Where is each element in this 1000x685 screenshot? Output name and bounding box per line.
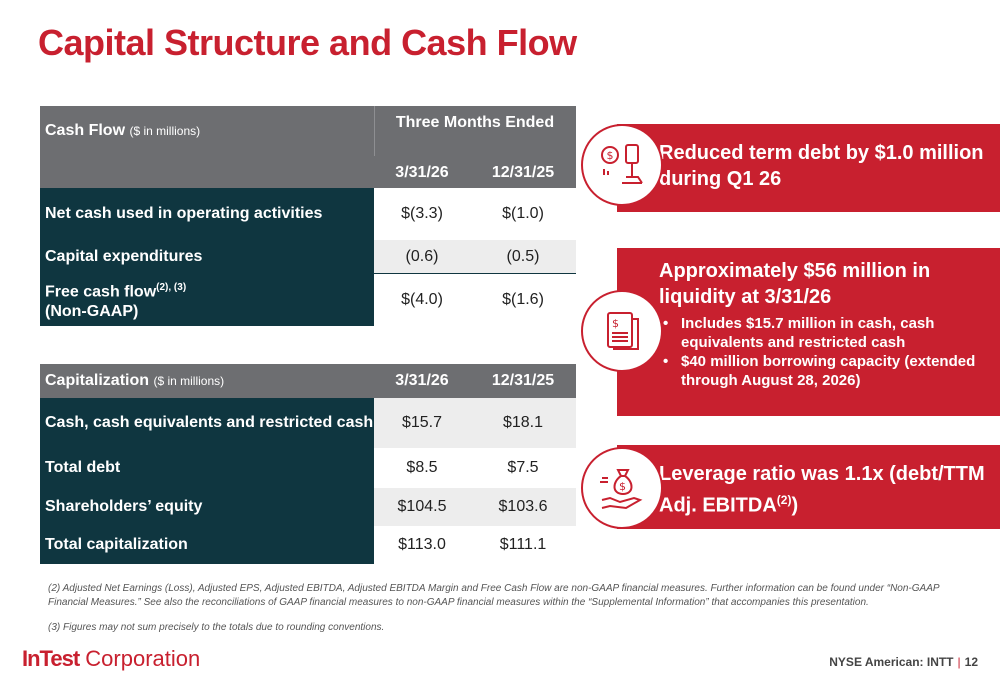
row-label: Total debt — [40, 448, 374, 488]
page-title: Capital Structure and Cash Flow — [38, 22, 577, 63]
capitalization-table: Capitalization ($ in millions) 3/31/26 1… — [40, 364, 576, 564]
row-label: Free cash flow(2), (3) (Non-GAAP) — [40, 274, 374, 326]
table-row: Shareholders’ equity $104.5 $103.6 — [40, 488, 576, 526]
hand-money-bag-icon: $ — [581, 447, 663, 529]
callout-debt-reduction: Reduced term debt by $1.0 million during… — [617, 124, 1000, 212]
capitalization-label: Capitalization — [45, 372, 150, 389]
row-value: $(4.0) — [374, 274, 470, 326]
row-value: $104.5 — [374, 488, 470, 526]
cash-flow-unit: ($ in millions) — [129, 124, 201, 138]
row-value: $103.6 — [470, 488, 576, 526]
col-header-q1: 3/31/26 — [395, 164, 449, 181]
svg-text:$: $ — [612, 317, 619, 330]
fcf-label-sub: (Non-GAAP) — [45, 303, 139, 321]
row-value: (0.5) — [470, 240, 576, 273]
row-label: Total capitalization — [40, 526, 374, 564]
row-value: $15.7 — [374, 398, 470, 448]
liquidity-bullets: Includes $15.7 million in cash, cash equ… — [659, 314, 986, 390]
footnote-3: (3) Figures may not sum precisely to the… — [48, 622, 385, 633]
row-value: $(1.6) — [470, 274, 576, 326]
row-value: $(1.0) — [470, 188, 576, 240]
cash-flow-table: Cash Flow ($ in millions) Three Months E… — [40, 106, 576, 326]
row-label: Capital expenditures — [40, 240, 374, 273]
header-divider — [374, 106, 375, 156]
callout-head: Leverage ratio was 1.1x (debt/TTM Adj. E… — [659, 463, 985, 517]
row-value: $7.5 — [470, 448, 576, 488]
table-row: Net cash used in operating activities $(… — [40, 188, 576, 240]
capitalization-unit: ($ in millions) — [153, 374, 225, 388]
callout-leverage: Leverage ratio was 1.1x (debt/TTM Adj. E… — [617, 445, 1000, 529]
leverage-footnote-ref: (2) — [776, 493, 792, 507]
callout-liquidity: Approximately $56 million in liquidity a… — [617, 248, 1000, 416]
page-number: 12 — [964, 655, 978, 669]
fcf-label: Free cash flow — [45, 283, 157, 301]
col-header-q4: 12/31/25 — [491, 164, 555, 181]
leverage-tail: ) — [791, 494, 799, 517]
page-footer: NYSE American: INTT | 12 — [829, 655, 978, 669]
table-row: Cash, cash equivalents and restricted ca… — [40, 398, 576, 448]
ticker: NYSE American: INTT — [829, 655, 954, 669]
table-row: Free cash flow(2), (3) (Non-GAAP) $(4.0)… — [40, 274, 576, 326]
debt-reduction-icon: $ — [581, 124, 663, 206]
cash-flow-label: Cash Flow — [45, 122, 126, 139]
row-value: $(3.3) — [374, 188, 470, 240]
divider: | — [957, 655, 961, 669]
row-label: Cash, cash equivalents and restricted ca… — [40, 398, 374, 448]
svg-text:$: $ — [607, 149, 614, 162]
cash-flow-header: Cash Flow ($ in millions) Three Months E… — [40, 106, 576, 188]
logo-rest: Corporation — [79, 646, 201, 671]
period-header: Three Months Ended — [395, 114, 555, 131]
table-row: Total capitalization $113.0 $111.1 — [40, 526, 576, 564]
table-row: Total debt $8.5 $7.5 — [40, 448, 576, 488]
logo-bold: InTest — [22, 646, 80, 671]
document-dollar-icon: $ — [581, 290, 663, 372]
callout-head: Approximately $56 million in liquidity a… — [659, 260, 931, 308]
col-header-q1: 3/31/26 — [395, 372, 449, 389]
company-logo: InTest Corporation — [22, 646, 200, 672]
footnote-2: (2) Adjusted Net Earnings (Loss), Adjust… — [48, 583, 940, 608]
row-value: $111.1 — [470, 526, 576, 564]
row-value: (0.6) — [374, 240, 470, 273]
col-header-q4: 12/31/25 — [491, 372, 555, 389]
table-row: Capital expenditures (0.6) (0.5) — [40, 240, 576, 274]
row-value: $8.5 — [374, 448, 470, 488]
callout-head: Reduced term debt by $1.0 million during… — [659, 142, 984, 190]
row-value: $113.0 — [374, 526, 470, 564]
capitalization-header: Capitalization ($ in millions) 3/31/26 1… — [40, 364, 576, 398]
row-value: $18.1 — [470, 398, 576, 448]
list-item: Includes $15.7 million in cash, cash equ… — [659, 314, 986, 352]
row-label: Shareholders’ equity — [40, 488, 374, 526]
svg-text:$: $ — [619, 480, 626, 493]
row-label: Net cash used in operating activities — [40, 188, 374, 240]
fcf-footnote-ref: (2), (3) — [156, 281, 187, 293]
list-item: $40 million borrowing capacity (extended… — [659, 352, 986, 390]
